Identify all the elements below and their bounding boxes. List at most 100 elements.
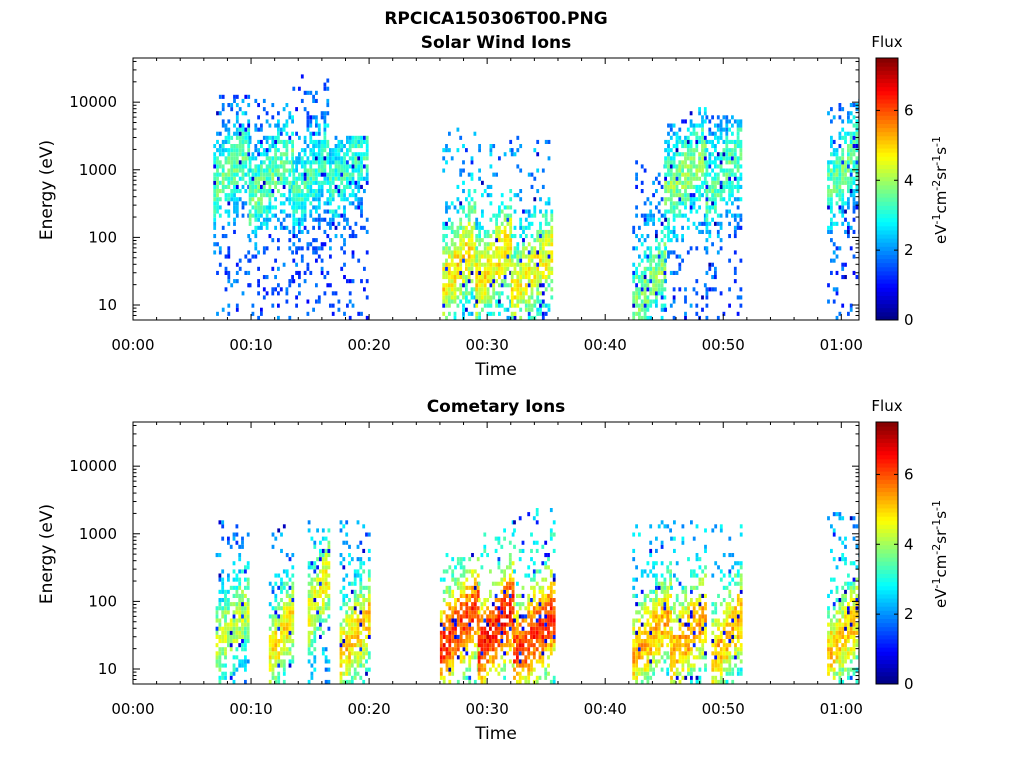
spectrogram-cell [518, 606, 522, 611]
spectrogram-cell [536, 307, 540, 312]
spectrogram-cell [489, 279, 493, 284]
spectrogram-cell [678, 139, 682, 144]
spectrogram-cell [260, 311, 263, 316]
spectrogram-cell [652, 659, 655, 664]
spectrogram-cell [233, 209, 236, 214]
spectrogram-cell [271, 671, 275, 676]
spectrogram-cell [492, 213, 496, 218]
spectrogram-cell [367, 569, 371, 574]
spectrogram-cell [271, 303, 275, 308]
spectrogram-cell [468, 655, 472, 660]
spectrogram-cell [248, 189, 252, 194]
spectrogram-cell [300, 221, 304, 226]
spectrogram-cell [506, 242, 510, 247]
spectrogram-cell [511, 622, 515, 627]
spectrogram-cell [339, 679, 343, 684]
spectrogram-cell [247, 123, 251, 128]
spectrogram-cell [315, 217, 318, 222]
spectrogram-cell [295, 303, 298, 308]
spectrogram-cell [480, 639, 484, 644]
spectrogram-cell [459, 589, 463, 594]
spectrogram-cell [291, 553, 295, 558]
spectrogram-cell [478, 266, 481, 271]
spectrogram-cell [498, 266, 501, 271]
spectrogram-cell [238, 663, 242, 668]
spectrogram-cell [334, 144, 338, 149]
spectrogram-cell [213, 217, 217, 222]
spectrogram-cell [350, 618, 354, 623]
spectrogram-cell [716, 115, 720, 120]
spectrogram-cell [465, 291, 468, 296]
spectrogram-cell [324, 602, 328, 607]
spectrogram-cell [320, 168, 324, 173]
spectrogram-cell [321, 561, 325, 566]
spectrogram-cell [462, 160, 465, 165]
spectrogram-cell [445, 201, 448, 206]
spectrogram-cell [655, 581, 658, 586]
spectrogram-cell [695, 135, 699, 140]
spectrogram-cell [681, 184, 684, 189]
spectrogram-cell [303, 172, 307, 177]
spectrogram-cell [216, 184, 219, 189]
spectrogram-cell [323, 135, 327, 140]
spectrogram-cell [705, 180, 709, 185]
spectrogram-cell [362, 602, 366, 607]
spectrogram-cell [232, 593, 236, 598]
spectrogram-cell [684, 201, 687, 206]
spectrogram-cell [547, 585, 550, 590]
spectrogram-cell [470, 254, 474, 259]
spectrogram-cell [462, 626, 466, 631]
spectrogram-cell [227, 156, 231, 161]
spectrogram-cell [544, 639, 548, 644]
spectrogram-cell [491, 643, 495, 648]
spectrogram-cell [365, 585, 368, 590]
spectrogram-cell [351, 164, 355, 169]
spectrogram-cell [646, 671, 650, 676]
spectrogram-cell [317, 184, 321, 189]
spectrogram-cell [292, 217, 296, 222]
spectrogram-cell [365, 634, 368, 639]
spectrogram-cell [271, 176, 275, 181]
spectrogram-cell [312, 131, 315, 136]
spectrogram-cell [716, 193, 720, 198]
spectrogram-cell [365, 164, 369, 169]
spectrogram-cell [513, 614, 516, 619]
spectrogram-cell [221, 577, 225, 582]
spectrogram-cell [705, 229, 709, 234]
spectrogram-cell [353, 626, 357, 631]
spectrogram-cell [852, 270, 856, 275]
spectrogram-cell [524, 647, 528, 652]
spectrogram-cell [655, 659, 658, 664]
spectrogram-cell [215, 630, 219, 635]
spectrogram-cell [285, 160, 289, 165]
spectrogram-cell [678, 266, 682, 271]
spectrogram-cell [248, 197, 252, 202]
spectrogram-cell [549, 573, 553, 578]
colorbar-segment [876, 94, 898, 100]
spectrogram-cell [450, 238, 454, 243]
spectrogram-cell [508, 561, 512, 566]
spectrogram-cell [657, 270, 661, 275]
spectrogram-cell [300, 172, 304, 177]
spectrogram-cell [655, 229, 658, 234]
spectrogram-cell [478, 287, 481, 292]
spectrogram-cell [248, 180, 252, 185]
spectrogram-cell [315, 156, 318, 161]
spectrogram-cell [541, 315, 545, 320]
spectrogram-cell [288, 598, 292, 603]
spectrogram-cell [317, 180, 321, 185]
spectrogram-cell [459, 659, 463, 664]
spectrogram-cell [340, 246, 344, 251]
spectrogram-cell [462, 209, 465, 214]
spectrogram-cell [480, 606, 484, 611]
spectrogram-cell [319, 585, 322, 590]
spectrogram-cell [459, 634, 463, 639]
spectrogram-cell [669, 197, 673, 202]
spectrogram-cell [489, 295, 493, 300]
spectrogram-cell [292, 229, 296, 234]
spectrogram-cell [262, 184, 266, 189]
spectrogram-cell [655, 234, 658, 239]
spectrogram-cell [232, 655, 236, 660]
spectrogram-cell [323, 209, 327, 214]
spectrogram-cell [360, 209, 363, 214]
